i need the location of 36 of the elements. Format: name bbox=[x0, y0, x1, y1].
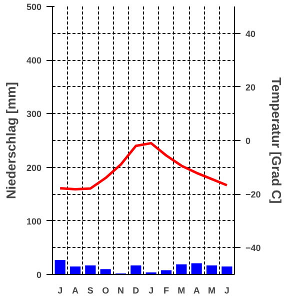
x-tick-label: J bbox=[148, 286, 154, 296]
x-tick-label: D bbox=[132, 286, 140, 296]
x-tick-label: N bbox=[118, 286, 124, 296]
y2-tick-label: −20 bbox=[246, 190, 261, 200]
bar bbox=[222, 266, 232, 274]
bar bbox=[176, 264, 187, 274]
y-tick-label: 500 bbox=[26, 2, 42, 12]
bar bbox=[85, 265, 96, 274]
y-axis-title: Niederschlag [mm] bbox=[3, 82, 18, 200]
bar bbox=[160, 270, 172, 274]
x-tick-label: O bbox=[102, 286, 110, 296]
y-tick-label: 200 bbox=[26, 162, 42, 173]
y2-tick-label: 40 bbox=[246, 28, 256, 39]
x-tick-label: M bbox=[178, 286, 186, 296]
bar bbox=[206, 265, 218, 274]
x-tick-label: S bbox=[87, 286, 94, 296]
x-tick-label: A bbox=[193, 286, 200, 296]
y-tick-label: 400 bbox=[26, 56, 42, 66]
x-tick-label: J bbox=[224, 286, 230, 296]
y2-axis-title: Temperatur [Grad C] bbox=[268, 77, 284, 204]
bar bbox=[100, 269, 111, 274]
bar bbox=[54, 260, 66, 274]
y-tick-label: 100 bbox=[26, 216, 42, 226]
y2-tick-label: 20 bbox=[246, 82, 256, 92]
y2-tick-label: 0 bbox=[246, 136, 251, 146]
x-tick-label: J bbox=[58, 286, 63, 296]
x-tick-label: M bbox=[208, 286, 216, 296]
x-tick-label: F bbox=[164, 286, 170, 296]
line-series bbox=[58, 142, 228, 191]
y-tick-label: 300 bbox=[26, 109, 42, 120]
y2-tick-label: −40 bbox=[246, 243, 261, 254]
bar bbox=[191, 263, 202, 274]
bar bbox=[70, 266, 81, 274]
bar bbox=[130, 265, 142, 274]
x-tick-label: A bbox=[72, 286, 79, 296]
y-tick-label: 0 bbox=[36, 270, 42, 280]
